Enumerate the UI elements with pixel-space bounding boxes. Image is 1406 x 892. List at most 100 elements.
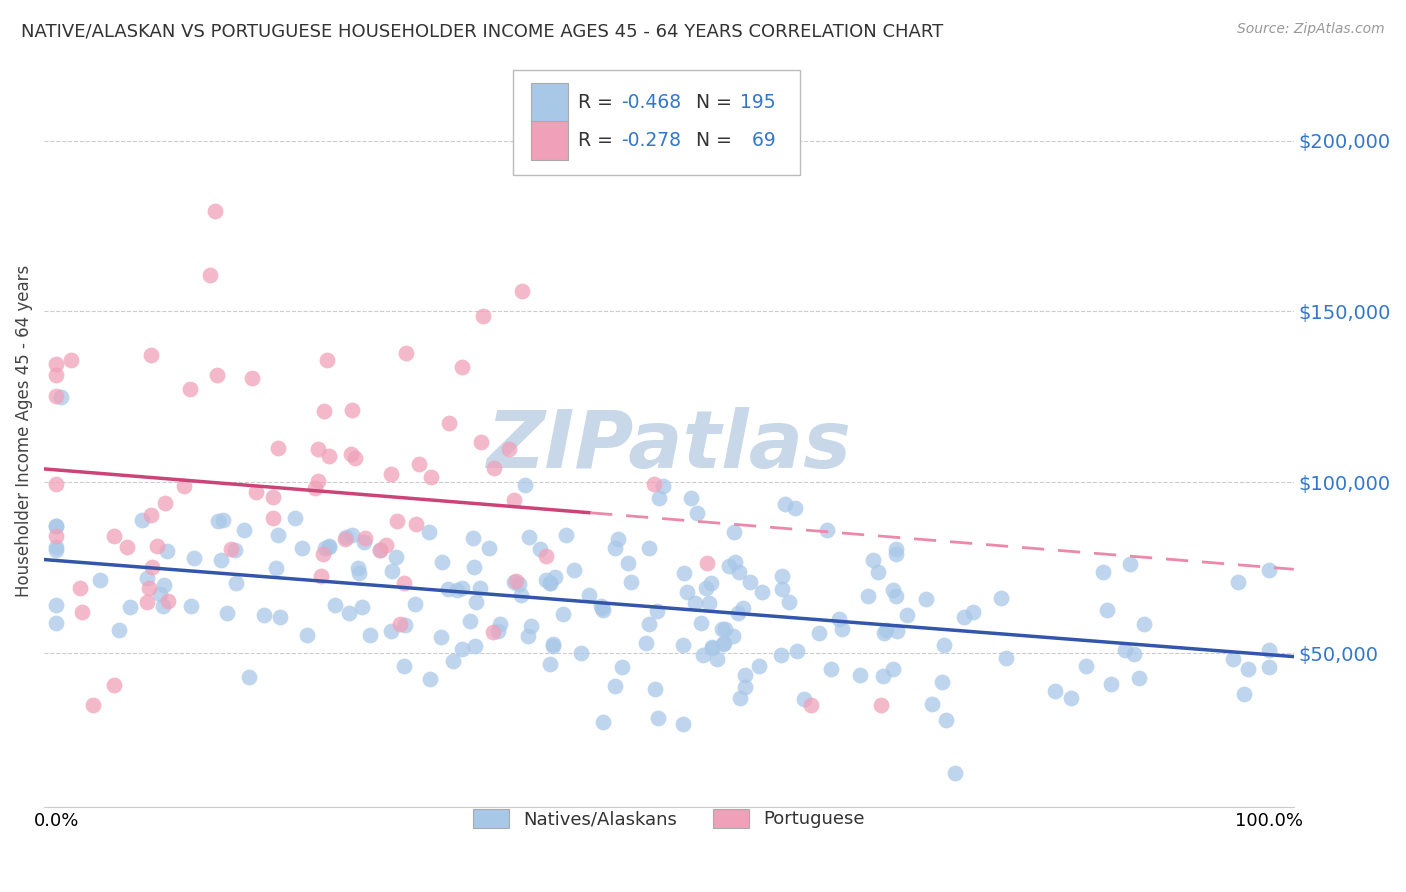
Point — [103, 529, 125, 543]
Point — [141, 560, 163, 574]
Point — [353, 532, 375, 546]
Point — [307, 474, 329, 488]
Point — [1226, 575, 1249, 590]
Point — [1060, 691, 1083, 706]
Point — [931, 674, 953, 689]
Point — [342, 403, 364, 417]
Point — [870, 698, 893, 712]
Point — [394, 618, 416, 632]
Point — [718, 559, 741, 574]
Point — [872, 669, 894, 683]
Text: N =: N = — [683, 130, 738, 150]
Point — [793, 692, 815, 706]
Point — [578, 588, 600, 602]
Point — [291, 541, 314, 555]
Point — [395, 346, 418, 360]
Point — [304, 481, 326, 495]
Point — [45, 616, 67, 631]
Point — [139, 347, 162, 361]
Point — [676, 584, 699, 599]
Point — [773, 497, 796, 511]
Point — [786, 644, 808, 658]
Point — [45, 368, 67, 382]
Point — [831, 622, 853, 636]
Point — [748, 658, 770, 673]
Point — [471, 309, 494, 323]
Point — [700, 641, 723, 656]
Point — [849, 668, 872, 682]
Point — [389, 617, 412, 632]
Point — [962, 605, 984, 619]
Point — [418, 525, 440, 540]
Point — [651, 479, 673, 493]
Point — [733, 601, 755, 615]
Point — [315, 353, 337, 368]
Point — [637, 616, 659, 631]
Point — [921, 697, 943, 711]
Point — [59, 353, 82, 368]
Point — [446, 583, 468, 598]
Point — [312, 547, 335, 561]
Point — [437, 417, 460, 431]
Point — [404, 597, 426, 611]
Point — [679, 491, 702, 505]
Point — [644, 682, 666, 697]
Point — [770, 648, 793, 662]
Point — [706, 652, 728, 666]
Point — [368, 542, 391, 557]
Point — [146, 539, 169, 553]
Point — [591, 599, 613, 613]
Point — [45, 529, 67, 543]
Point — [153, 578, 176, 592]
Point — [799, 698, 821, 712]
Point — [344, 450, 367, 465]
FancyBboxPatch shape — [531, 120, 568, 160]
Point — [437, 582, 460, 596]
Text: ZIPatlas: ZIPatlas — [486, 407, 852, 485]
Point — [245, 485, 267, 500]
Point — [419, 672, 441, 686]
Point — [486, 624, 509, 639]
Point — [953, 609, 976, 624]
Point — [380, 624, 402, 639]
Point — [935, 713, 957, 727]
Point — [45, 540, 67, 554]
Point — [700, 576, 723, 591]
Point — [307, 442, 329, 456]
Point — [451, 359, 474, 374]
Point — [103, 678, 125, 692]
Text: R =: R = — [578, 130, 619, 150]
Point — [882, 583, 904, 598]
Point — [711, 622, 734, 636]
Point — [498, 442, 520, 457]
Point — [392, 576, 415, 591]
Point — [198, 268, 221, 283]
Point — [267, 528, 290, 542]
Point — [1095, 603, 1118, 617]
Point — [1091, 565, 1114, 579]
Point — [225, 576, 247, 591]
Point — [943, 765, 966, 780]
Point — [267, 442, 290, 456]
Point — [219, 542, 242, 557]
Point — [873, 625, 896, 640]
Point — [205, 368, 228, 382]
Point — [269, 610, 291, 624]
Point — [368, 542, 391, 557]
Point — [430, 630, 453, 644]
Point — [149, 587, 172, 601]
Point — [179, 382, 201, 396]
Point — [592, 603, 614, 617]
Point — [405, 517, 427, 532]
Point — [643, 476, 665, 491]
Point — [1119, 558, 1142, 572]
Point — [770, 569, 793, 583]
Point — [212, 513, 235, 527]
Point — [724, 555, 747, 569]
Point — [503, 575, 526, 590]
Point — [207, 514, 229, 528]
Point — [645, 604, 668, 618]
Point — [603, 679, 626, 693]
Point — [534, 549, 557, 563]
Point — [381, 565, 404, 579]
